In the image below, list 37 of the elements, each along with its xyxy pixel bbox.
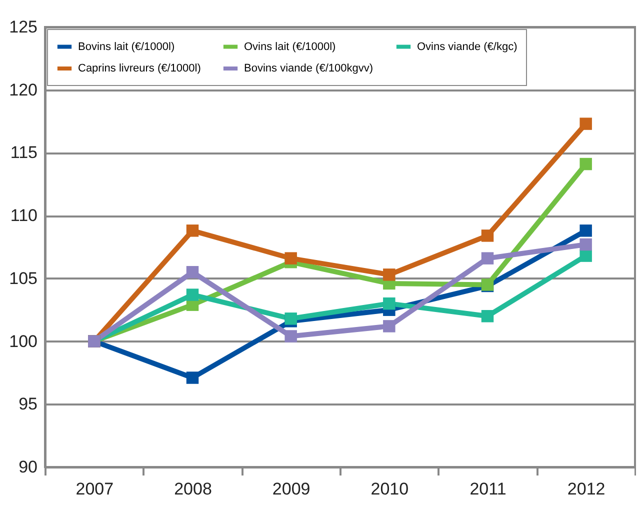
point [580, 118, 592, 130]
legend-label: Bovins lait (€/1000l) [78, 40, 175, 53]
point [284, 312, 297, 325]
y-tick-label: 120 [9, 80, 38, 100]
x-tick-label: 2011 [470, 480, 506, 498]
legend-label: Ovins viande (€/kgc) [417, 40, 518, 53]
legend-label: Bovins viande (€/100kgvv) [244, 62, 374, 74]
y-tick-label: 100 [9, 332, 38, 351]
legend-label: Ovins lait (€/1000l) [244, 40, 336, 53]
x-tick-label: 2012 [567, 480, 606, 498]
point [383, 297, 396, 310]
point [186, 224, 199, 237]
x-tick-label: 2008 [174, 480, 212, 498]
point [383, 268, 396, 281]
y-tick-label: 110 [10, 206, 38, 226]
y-tick-label: 105 [9, 268, 38, 288]
point [186, 288, 199, 301]
point [186, 266, 199, 278]
point [481, 252, 494, 264]
x-tick-label: 2007 [76, 480, 114, 498]
point [383, 320, 396, 332]
point [580, 238, 592, 251]
x-tick-label: 2010 [370, 480, 409, 498]
point [284, 330, 297, 342]
point [481, 230, 494, 242]
y-tick-label: 90 [18, 458, 38, 476]
point [580, 224, 592, 237]
point [284, 252, 297, 264]
point [481, 310, 494, 322]
point [580, 158, 592, 170]
x-tick-label: 2009 [272, 480, 310, 498]
y-tick-label: 125 [9, 18, 38, 36]
legend-label: Caprins livreurs (€/1000l) [78, 62, 201, 74]
y-tick-label: 115 [10, 143, 38, 162]
y-tick-label: 95 [18, 394, 38, 414]
point [186, 372, 199, 384]
point [580, 250, 592, 262]
